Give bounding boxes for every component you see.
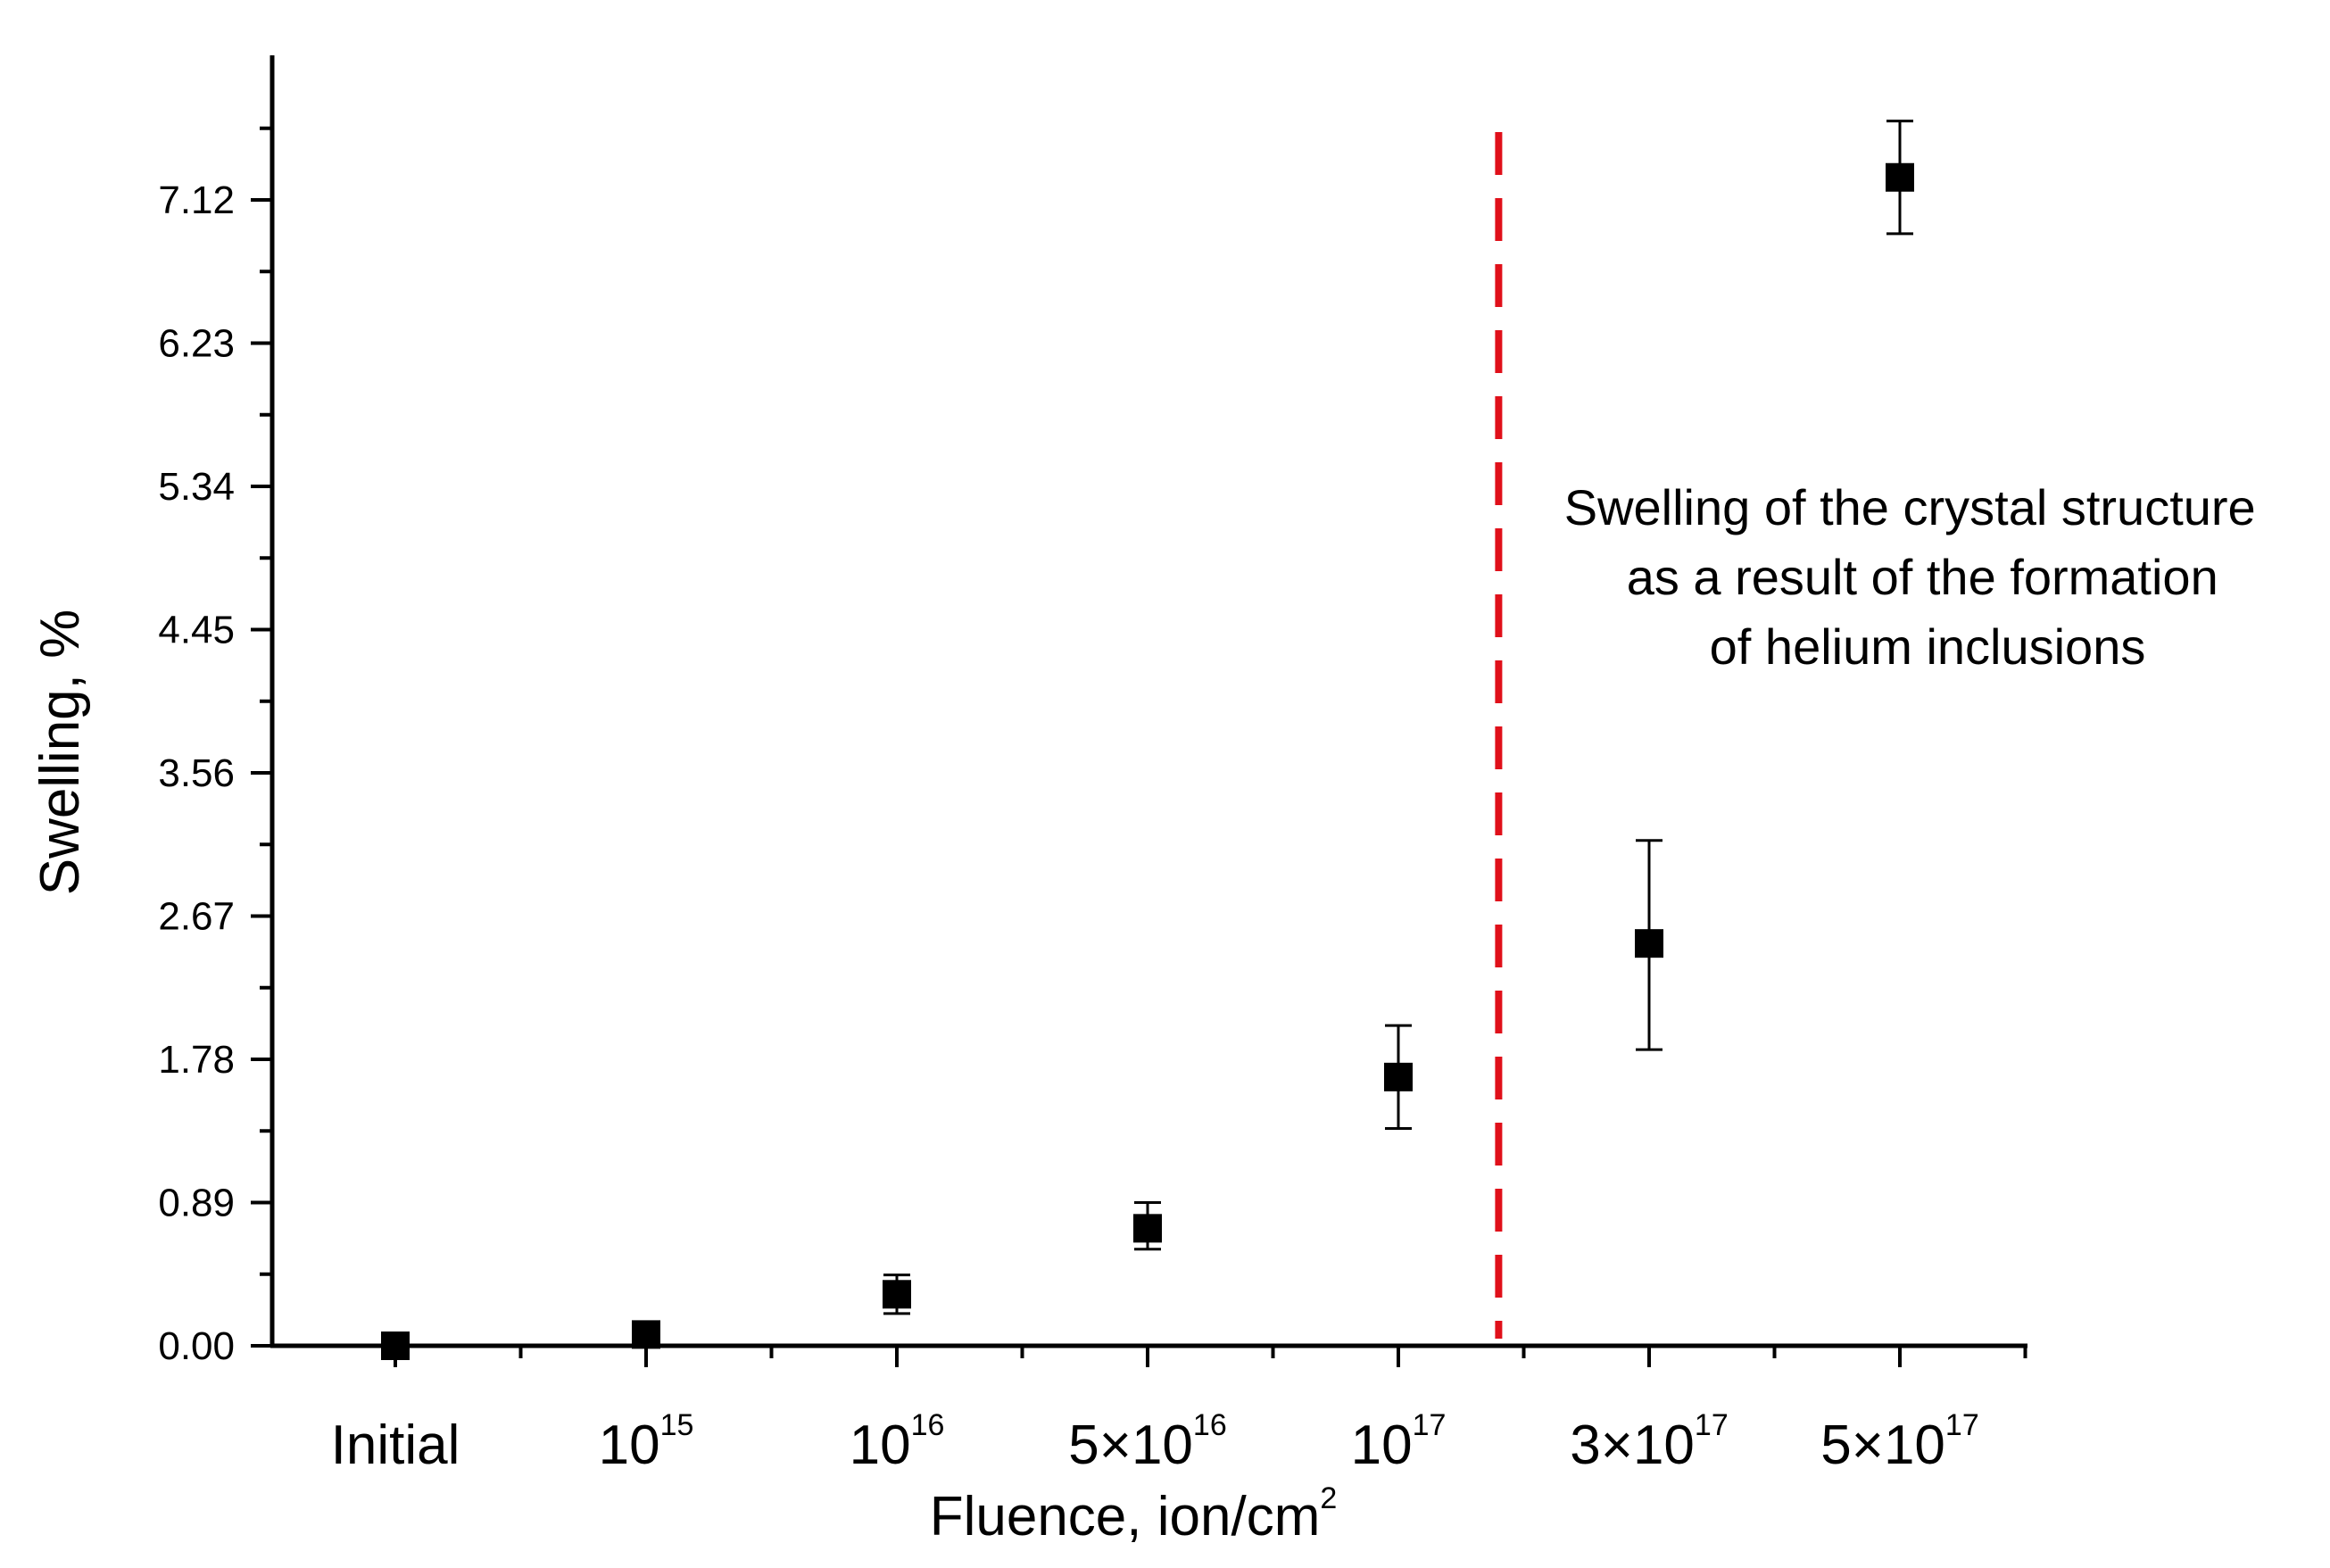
x-tick-label-base: 5×10 — [1068, 1415, 1193, 1476]
annotation-text: Swelling of the crystal structure as a r… — [1564, 479, 2270, 675]
x-tick-label-sup: 15 — [660, 1408, 694, 1442]
x-tick-label-base: 3×10 — [1570, 1415, 1695, 1476]
y-tick-label: 0.00 — [158, 1324, 235, 1368]
x-tick-label-sup: 16 — [1193, 1408, 1227, 1442]
data-point — [632, 1320, 660, 1349]
data-point — [883, 1280, 911, 1309]
x-tick-label: 1017 — [1351, 1408, 1447, 1476]
annotation-line-2: as a result of the formation — [1627, 549, 2218, 605]
x-tick-label-base: 5×10 — [1820, 1415, 1945, 1476]
x-tick-label-sup: 17 — [1695, 1408, 1729, 1442]
data-point — [1133, 1214, 1162, 1243]
x-tick-label: 3×1017 — [1570, 1408, 1728, 1476]
x-axis-title: Fluence, ion/cm2 — [930, 1481, 1338, 1547]
data-layer — [381, 120, 1914, 1360]
x-tick-label: 1015 — [599, 1408, 694, 1476]
data-point — [381, 1332, 410, 1360]
annotation-line-3: of helium inclusions — [1710, 618, 2146, 675]
x-tick-label-sup: 16 — [911, 1408, 945, 1442]
y-tick-label: 0.89 — [158, 1182, 235, 1225]
y-tick-label: 6.23 — [158, 322, 235, 366]
x-tick-label-base: Initial — [331, 1415, 460, 1476]
x-axis-title-sup: 2 — [1320, 1481, 1337, 1515]
y-axis-title: Swelling, % — [29, 610, 91, 895]
y-tick-label: 2.67 — [158, 895, 235, 939]
x-tick-label-sup: 17 — [1413, 1408, 1447, 1442]
x-tick-label: 5×1016 — [1068, 1408, 1226, 1476]
y-tick-label: 4.45 — [158, 609, 235, 652]
labels-layer: 0.00 0.89 1.78 2.67 3.56 4.45 5.34 6.23 7.12 Init… — [158, 178, 1978, 1476]
y-tick-label: 3.56 — [158, 751, 235, 795]
y-tick-label: 7.12 — [158, 178, 235, 222]
x-tick-label-base: 10 — [1351, 1415, 1413, 1476]
x-tick-label-base: 10 — [599, 1415, 660, 1476]
x-tick-label: 5×1017 — [1820, 1408, 1978, 1476]
data-point — [1384, 1062, 1413, 1091]
x-tick-label: 1016 — [850, 1408, 945, 1476]
y-tick-label: 1.78 — [158, 1038, 235, 1082]
x-tick-label-base: 10 — [850, 1415, 911, 1476]
y-tick-label: 5.34 — [158, 465, 235, 509]
axes-layer — [251, 55, 2027, 1367]
x-tick-label-sup: 17 — [1945, 1408, 1979, 1442]
data-point — [1635, 929, 1663, 958]
data-point — [1886, 162, 1914, 192]
x-axis-title-base: Fluence, ion/cm — [930, 1486, 1321, 1547]
x-tick-label: Initial — [331, 1415, 460, 1476]
annotation-line-1: Swelling of the crystal structure — [1564, 479, 2256, 535]
